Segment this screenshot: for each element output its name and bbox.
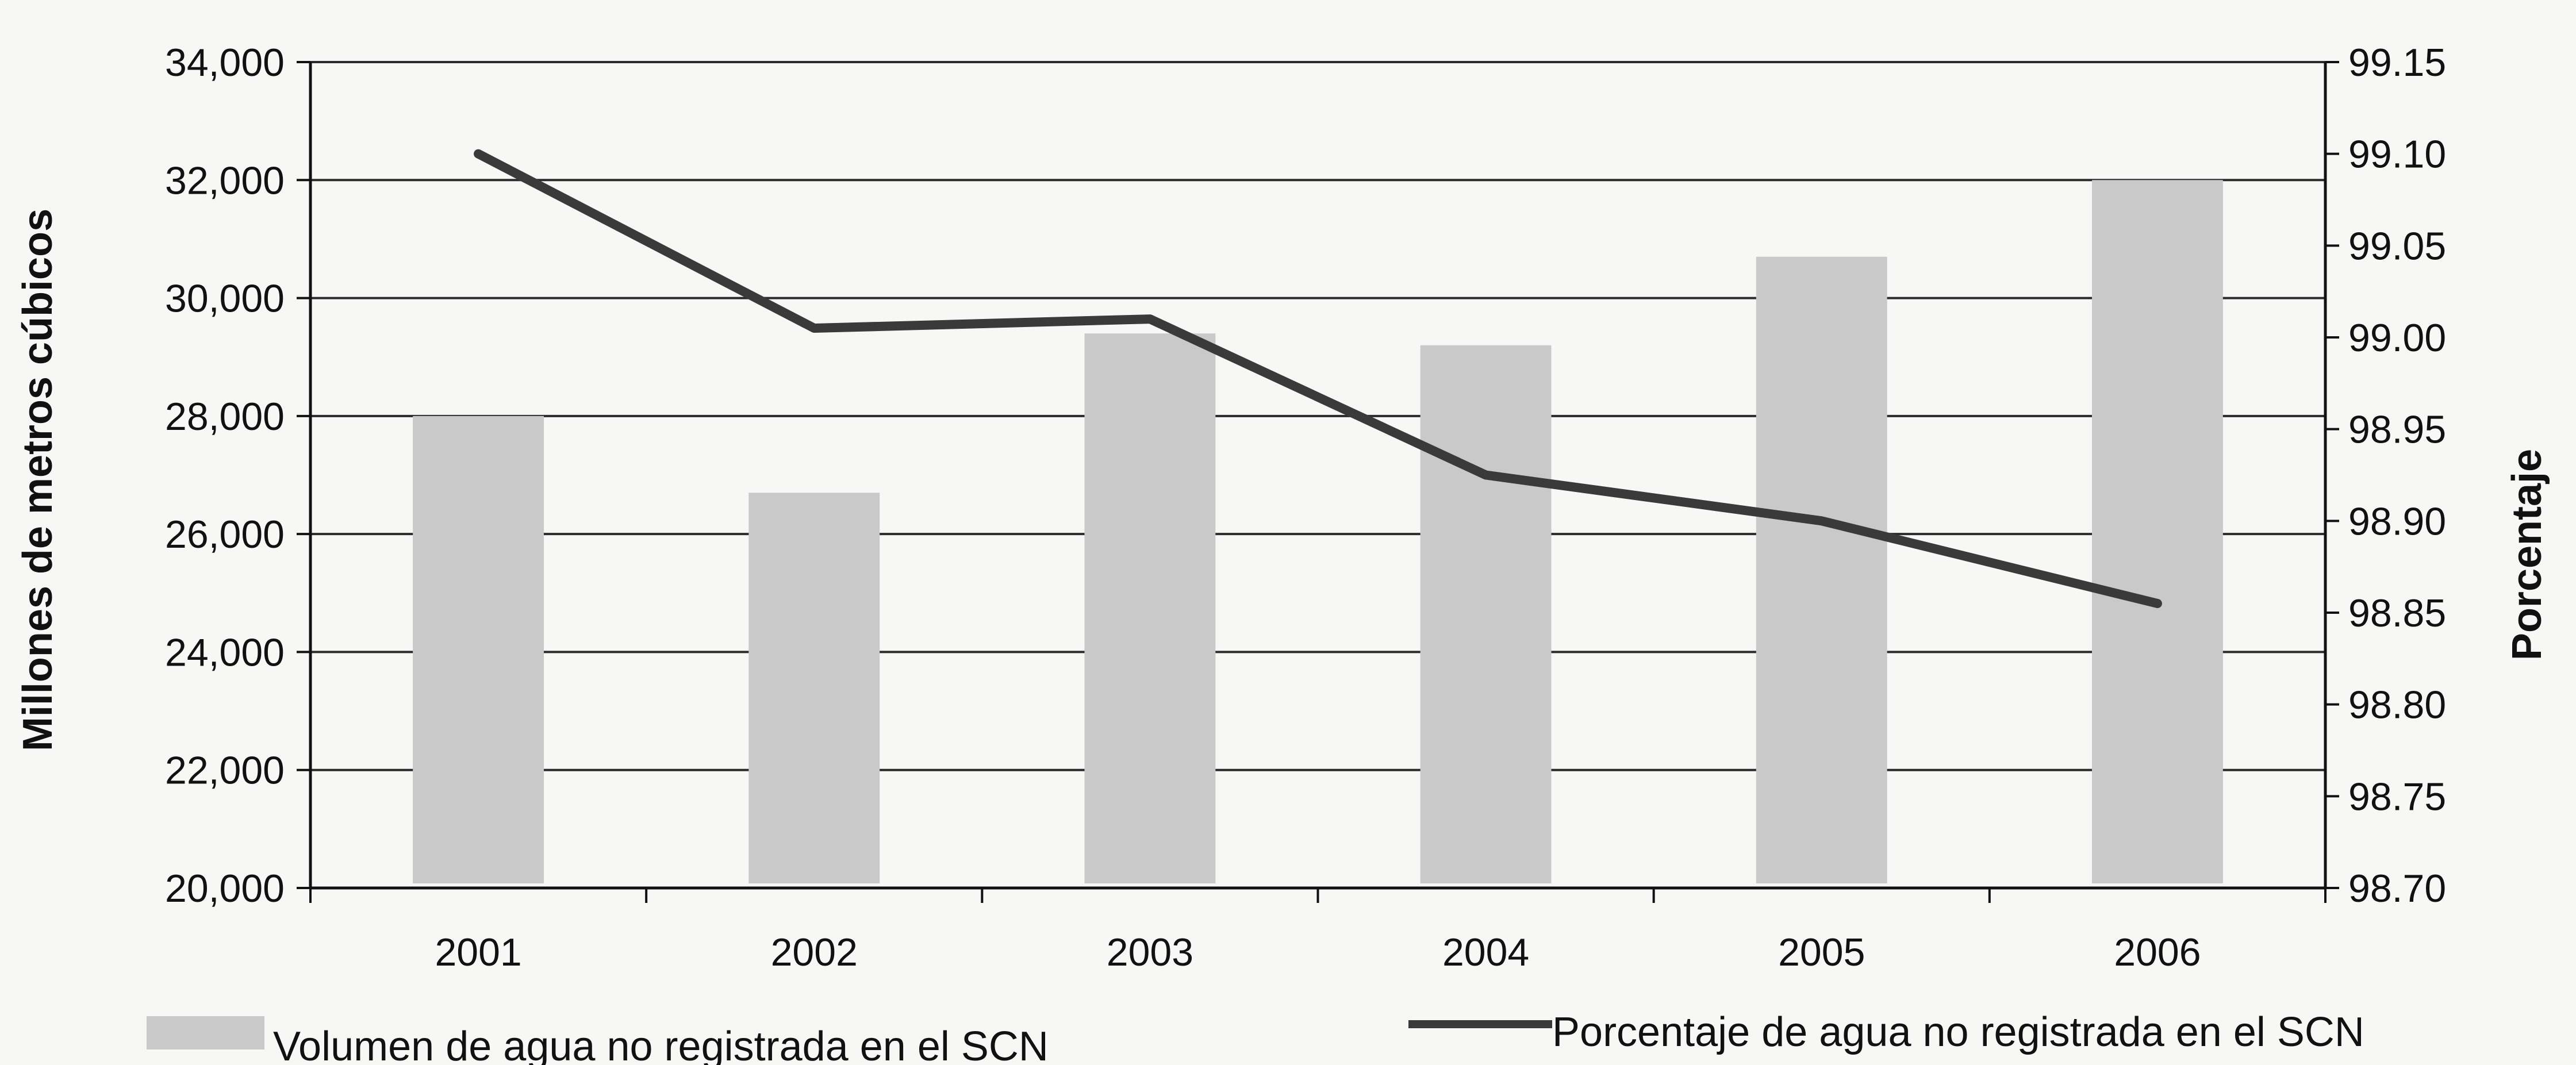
bar-2001 — [413, 416, 544, 883]
line-point-2002 — [813, 328, 815, 329]
axes: 34,000 32,000 30,000 28,000 26,000 24,000 22,0… — [165, 41, 2446, 974]
line-point-2004 — [1485, 475, 1487, 476]
left-tick-label-7: 20,000 — [165, 867, 285, 910]
line-point-2001 — [478, 153, 479, 155]
left-tick-label-6: 22,000 — [165, 749, 285, 793]
left-tick-label-0: 34,000 — [165, 41, 285, 84]
percentage-line — [474, 149, 2162, 609]
legend-bar-label: Volumen de agua no registrada en el SCN — [273, 1024, 1049, 1065]
x-tick-label-2004: 2004 — [1442, 931, 1529, 974]
x-tick-label-2001: 2001 — [435, 931, 521, 974]
legend-line-label: Porcentaje de agua no registrada en el S… — [1552, 1009, 2364, 1055]
left-tick-label-4: 26,000 — [165, 513, 285, 556]
gridlines — [310, 61, 2325, 771]
right-tick-label-7: 98.80 — [2348, 683, 2446, 727]
x-tick-label-2003: 2003 — [1107, 931, 1193, 974]
right-tick-label-8: 98.75 — [2348, 775, 2446, 818]
left-tick-label-1: 32,000 — [165, 159, 285, 202]
right-tick-label-0: 99.15 — [2348, 41, 2446, 84]
x-tick-label-2002: 2002 — [771, 931, 858, 974]
right-tick-label-2: 99.05 — [2348, 224, 2446, 268]
line-series — [474, 149, 2162, 609]
right-tick-label-3: 99.00 — [2348, 316, 2446, 360]
bar-2002 — [748, 493, 880, 883]
bar-2006 — [2092, 180, 2223, 884]
line-point-2006 — [2157, 603, 2158, 604]
line-point-2003 — [1149, 318, 1150, 320]
bar-2003 — [1084, 333, 1216, 883]
bar-2005 — [1756, 256, 1887, 883]
right-tick-label-4: 98.95 — [2348, 408, 2446, 452]
left-axis-title: Millones de metros cúbicos — [15, 209, 61, 751]
x-tick-label-2006: 2006 — [2114, 931, 2201, 974]
x-tick-label-2005: 2005 — [1778, 931, 1865, 974]
left-tick-label-5: 24,000 — [165, 630, 285, 674]
right-tick-label-1: 99.10 — [2348, 133, 2446, 176]
legend: Volumen de agua no registrada en el SCN … — [147, 1009, 2364, 1065]
right-tick-label-9: 98.70 — [2348, 867, 2446, 910]
right-axis-title: Porcentaje — [2504, 449, 2550, 660]
line-point-2005 — [1821, 520, 1822, 521]
right-tick-label-5: 98.90 — [2348, 499, 2446, 543]
bar-2004 — [1420, 345, 1552, 883]
bar-series — [413, 180, 2223, 884]
left-tick-label-2: 30,000 — [165, 277, 285, 321]
right-tick-label-6: 98.85 — [2348, 591, 2446, 635]
left-tick-label-3: 28,000 — [165, 395, 285, 439]
legend-bar-swatch — [147, 1016, 264, 1049]
